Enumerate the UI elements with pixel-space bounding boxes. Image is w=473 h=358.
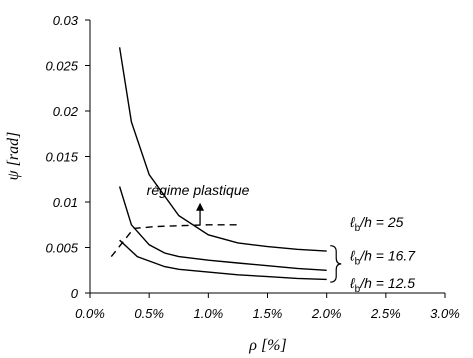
label-rest: /h = 16.7 [359, 248, 416, 264]
arrowhead-icon [196, 202, 205, 211]
series-label-2: ℓb/h = 16.7 [349, 248, 416, 268]
x-ticks: 0.0% 0.5% 1.0% 1.5% 2.0% 2.5% 3.0% [75, 293, 460, 321]
y-tick-label: 0.015 [45, 150, 78, 165]
label-rest: /h = 12.5 [359, 275, 415, 291]
plastic-regime-boundary [110, 224, 238, 258]
y-tick-label: 0.01 [53, 195, 78, 210]
annotation-regime-plastique: régime plastique [147, 182, 250, 225]
label-subscript: b [355, 223, 361, 234]
series-line-1 [118, 47, 327, 252]
label-subscript: b [355, 284, 361, 295]
y-tick-label: 0.025 [45, 59, 78, 74]
x-tick-label: 1.0% [194, 306, 224, 321]
x-tick-label: 1.5% [253, 306, 283, 321]
x-axis-label: ρ [%] [248, 337, 286, 354]
y-tick-label: 0.02 [53, 104, 79, 119]
axes: 0.0% 0.5% 1.0% 1.5% 2.0% 2.5% 3.0% 00.0050.010… [45, 13, 459, 321]
series-lines [118, 47, 327, 281]
y-tick-label: 0.005 [45, 241, 78, 256]
label-rest: /h = 25 [359, 214, 403, 230]
label-ell: ℓ [349, 214, 355, 230]
x-tick-label: 0.5% [134, 306, 164, 321]
y-tick-label: 0 [71, 286, 79, 301]
label-ell: ℓ [349, 275, 355, 291]
label-subscript: b [355, 257, 361, 268]
y-ticks: 0 0.005 0.01 0.015 0.02 0.025 0.03 [45, 13, 90, 301]
label-ell: ℓ [349, 248, 355, 264]
x-tick-label: 2.5% [370, 306, 401, 321]
series-line-2 [118, 186, 327, 271]
x-tick-label: 3.0% [430, 306, 460, 321]
series-line-3 [119, 239, 327, 281]
x-tick-label: 2.0% [311, 306, 342, 321]
y-tick-label: 0.03 [53, 13, 79, 28]
boundary-dashed-line [110, 224, 238, 258]
series-label-3: ℓb/h = 12.5 [349, 275, 415, 295]
x-tick-label: 0.0% [75, 306, 105, 321]
series-label-1: ℓb/h = 25 [349, 214, 404, 234]
series-brace [330, 245, 342, 283]
curly-brace-icon [330, 245, 342, 283]
annotation-text: régime plastique [147, 182, 250, 198]
y-axis-label: ψ [rad] [5, 132, 22, 181]
